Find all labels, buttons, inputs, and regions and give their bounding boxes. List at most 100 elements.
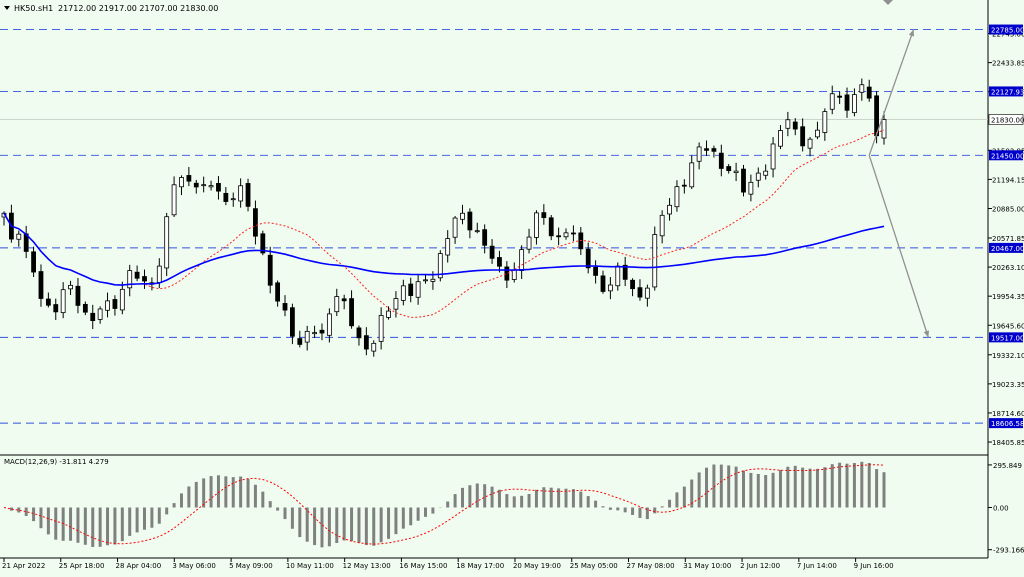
candle — [75, 278, 81, 314]
candle — [748, 174, 754, 202]
candle — [881, 111, 887, 145]
candle-body — [319, 329, 325, 334]
candle — [859, 78, 865, 101]
candle — [652, 226, 658, 291]
candle — [208, 180, 214, 191]
level-price-tag — [989, 150, 1023, 161]
candle-body — [238, 185, 244, 202]
candle-body — [171, 184, 177, 216]
candle — [378, 307, 384, 350]
candle-body — [156, 265, 162, 283]
candle — [82, 301, 88, 316]
candle-body — [290, 307, 295, 337]
candle — [142, 269, 147, 289]
candle-body — [807, 138, 813, 149]
candle — [755, 167, 761, 188]
candle — [105, 292, 110, 318]
candle-body — [423, 279, 428, 282]
candle-body — [127, 270, 133, 289]
candle — [356, 325, 362, 346]
y-tick-label: 21194.15 — [992, 176, 1024, 184]
candle-body — [837, 95, 843, 98]
projection-arrow-line[interactable] — [868, 155, 929, 338]
candle — [171, 176, 177, 218]
level-price-tag — [989, 242, 1023, 253]
candle — [437, 250, 443, 282]
x-tick-label: 25 Apr 18:00 — [59, 562, 105, 570]
candle — [223, 187, 229, 206]
x-tick-label: 31 May 10:00 — [683, 562, 731, 570]
candle — [38, 264, 44, 307]
candle — [253, 200, 258, 245]
x-tick-label: 16 May 15:00 — [399, 562, 447, 570]
candle — [23, 225, 29, 259]
candle-body — [844, 94, 850, 111]
candle-body — [755, 172, 761, 181]
level-price-label: 18606.58 — [991, 420, 1024, 428]
candle — [541, 204, 547, 225]
candle-body — [253, 208, 258, 237]
x-tick-label: 28 Apr 04:00 — [116, 562, 162, 570]
candle — [504, 261, 510, 289]
candle-body — [53, 304, 59, 313]
candle — [763, 164, 769, 180]
candle — [593, 260, 598, 284]
symbol-dropdown-icon[interactable] — [4, 6, 10, 10]
candle-body — [356, 327, 362, 339]
candle-body — [445, 238, 451, 256]
current-price-label: 21830.00 — [991, 116, 1024, 124]
macd-signal-line — [3, 464, 885, 545]
candle — [600, 270, 606, 294]
candle-body — [386, 310, 391, 318]
candle — [193, 179, 199, 194]
candle-body — [726, 166, 732, 172]
candle — [445, 230, 451, 263]
candle — [267, 246, 273, 294]
candle — [201, 176, 207, 193]
candle-body — [489, 245, 495, 259]
candle-body — [371, 342, 377, 352]
candle — [371, 340, 377, 357]
candle — [467, 208, 473, 239]
candle-body — [630, 279, 635, 290]
candle-body — [90, 312, 96, 322]
candle — [297, 330, 303, 348]
ma-slow-line — [3, 212, 885, 286]
candle — [607, 277, 613, 300]
candle — [837, 91, 843, 104]
candle — [681, 179, 687, 194]
horizontal-levels — [0, 29, 988, 424]
candle-body — [260, 233, 266, 254]
candle-body — [526, 236, 532, 250]
candle — [659, 210, 665, 244]
level-price-label: 21450.00 — [991, 152, 1024, 160]
candle — [511, 262, 517, 283]
candle-body — [460, 212, 465, 220]
candle-body — [408, 283, 414, 296]
y-tick-label: 22433.85 — [992, 60, 1024, 68]
candle-body — [741, 168, 746, 193]
candle-body — [282, 303, 288, 311]
candle — [704, 140, 709, 156]
candle — [497, 250, 502, 273]
projection-arrow-line[interactable] — [868, 29, 915, 156]
x-tick-label: 3 May 06:00 — [172, 562, 216, 570]
candle — [326, 308, 332, 343]
x-tick-label: 12 May 13:00 — [343, 562, 391, 570]
candle-body — [201, 184, 207, 187]
y-tick-label: 20885.00 — [992, 206, 1024, 214]
candle — [563, 228, 569, 240]
chart-shift-marker-icon[interactable] — [883, 0, 893, 5]
y-tick-label: 19332.10 — [992, 352, 1024, 360]
candle-body — [600, 275, 606, 292]
candle — [696, 142, 702, 170]
candle — [112, 295, 118, 316]
candle — [290, 303, 295, 345]
candle-body — [607, 284, 613, 292]
candle — [844, 87, 850, 118]
candle-body — [363, 335, 369, 350]
candle — [852, 88, 857, 117]
macd-tick-label: -293.166 — [993, 547, 1024, 555]
